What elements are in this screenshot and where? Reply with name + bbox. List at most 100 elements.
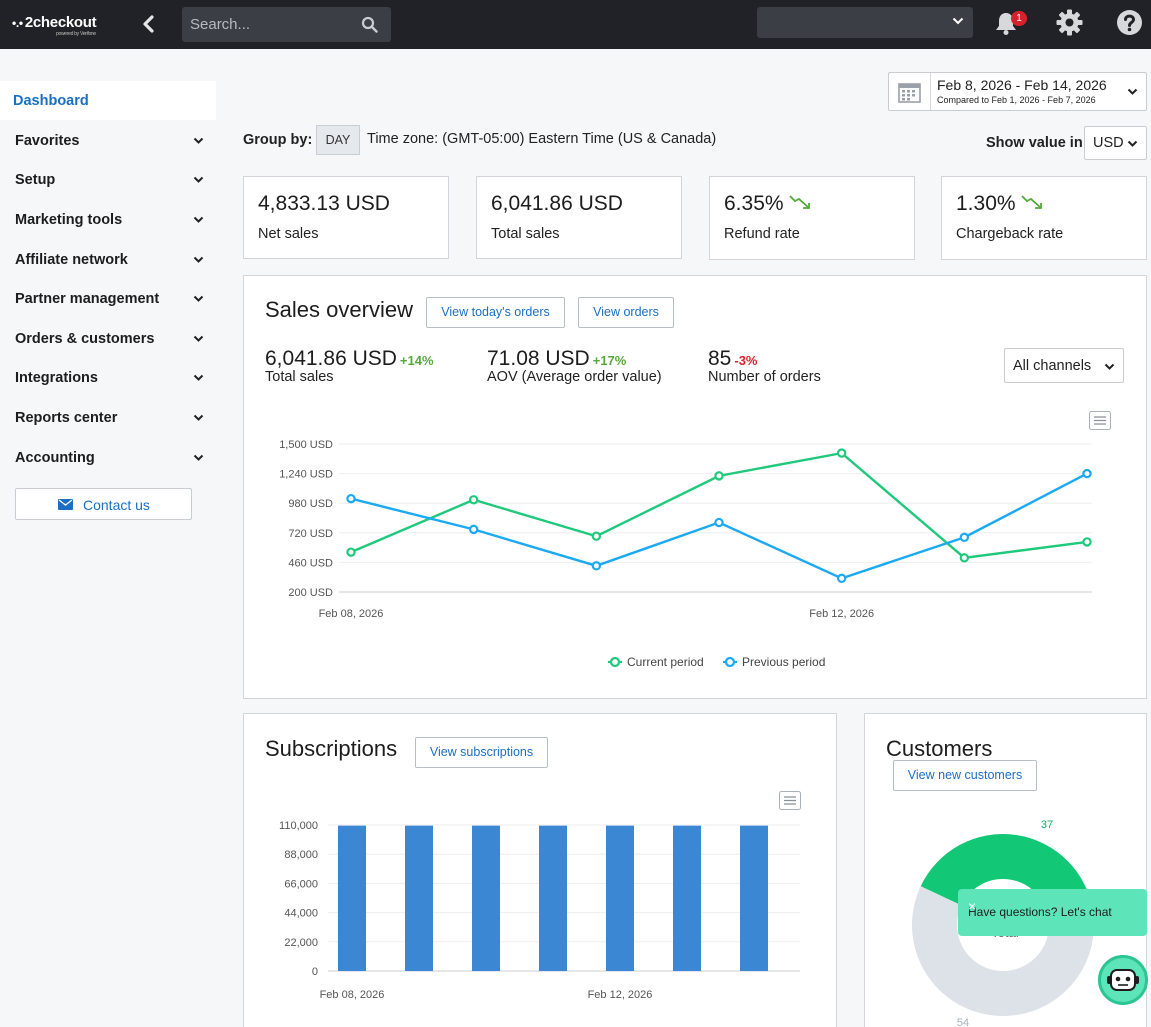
chevron-down-icon: [193, 414, 204, 421]
data-point: [346, 547, 356, 557]
subscriptions-title: Subscriptions: [265, 736, 398, 761]
chat-bot-icon: [1107, 969, 1139, 991]
y-tick-label: 0: [312, 966, 318, 978]
y-tick-label: 200 USD: [288, 587, 333, 599]
x-tick-label: Feb 08, 2026: [320, 989, 385, 1001]
metric-label: Number of orders: [708, 369, 821, 385]
bar: [338, 825, 366, 971]
show-value-label: Show value in:: [986, 135, 1088, 151]
chart-menu-icon[interactable]: [779, 791, 801, 810]
data-point: [714, 517, 724, 528]
chevron-down-icon: [193, 216, 204, 223]
sidebar-item-marketing-tools[interactable]: Marketing tools: [15, 212, 205, 234]
chevron-down-icon: [193, 176, 204, 183]
x-tick-label: Feb 12, 2026: [809, 608, 874, 620]
chevron-down-icon: [193, 374, 204, 381]
sidebar-item-partner-management[interactable]: Partner management: [15, 291, 205, 313]
channels-select[interactable]: All channels: [1004, 348, 1124, 383]
group-by-day-button[interactable]: DAY: [316, 125, 360, 155]
y-tick-label: 22,000: [284, 937, 318, 949]
view-todays-orders-button[interactable]: View today's orders: [426, 297, 565, 328]
close-chat-prompt-icon[interactable]: ×: [968, 898, 977, 914]
calendar-cell: [889, 73, 931, 110]
customers-title: Customers: [886, 736, 993, 761]
chat-prompt-bubble[interactable]: Have questions? Let's chat ×: [958, 889, 1147, 936]
kpi-card-total-sales: 6,041.86 USD Total sales: [476, 176, 682, 259]
y-tick-label: 88,000: [284, 849, 318, 861]
view-subscriptions-button[interactable]: View subscriptions: [415, 737, 548, 768]
y-tick-label: 1,500 USD: [279, 439, 333, 451]
y-tick-label: 1,240 USD: [279, 469, 333, 481]
y-tick-label: 720 USD: [288, 528, 333, 540]
chevron-down-icon: [952, 17, 964, 25]
chat-bot-button[interactable]: [1098, 955, 1148, 1005]
trend-down-icon: [1021, 195, 1042, 209]
sidebar-item-affiliate-network[interactable]: Affiliate network: [15, 252, 205, 274]
metric-total-sales: 6,041.86 USD +14% Total sales: [265, 347, 434, 385]
bar: [606, 825, 634, 971]
chevron-down-icon: [193, 335, 204, 342]
metric-value: 71.08 USD: [487, 347, 590, 370]
contact-us-button[interactable]: Contact us: [15, 488, 192, 520]
search-icon[interactable]: [361, 16, 378, 33]
metric-change: -3%: [734, 353, 758, 368]
view-orders-button[interactable]: View orders: [578, 297, 674, 328]
bar: [673, 825, 701, 971]
sidebar-item-dashboard[interactable]: Dashboard: [0, 81, 216, 120]
legend-marker: [609, 656, 621, 668]
chart-menu-icon[interactable]: [1089, 411, 1111, 430]
sidebar-item-orders-customers[interactable]: Orders & customers: [15, 331, 205, 353]
data-point: [1082, 537, 1092, 547]
search-box: [182, 7, 391, 42]
date-range-picker[interactable]: Feb 8, 2026 - Feb 14, 2026 Compared to F…: [888, 72, 1147, 111]
help-icon[interactable]: [1116, 9, 1143, 36]
search-input[interactable]: [190, 15, 355, 34]
data-point: [714, 471, 724, 481]
sidebar-item-reports-center[interactable]: Reports center: [15, 410, 205, 432]
data-point: [468, 495, 479, 505]
sidebar-item-integrations[interactable]: Integrations: [15, 370, 205, 392]
x-tick-label: Feb 08, 2026: [319, 608, 384, 620]
currency-select[interactable]: USD: [1084, 126, 1147, 160]
account-select[interactable]: [757, 7, 973, 38]
bar: [405, 825, 433, 971]
mail-icon: [58, 499, 73, 510]
data-point: [836, 573, 847, 584]
legend-marker: [724, 656, 736, 668]
y-tick-label: 980 USD: [288, 498, 333, 510]
data-point: [468, 524, 479, 535]
data-point: [591, 531, 602, 541]
y-tick-label: 44,000: [284, 908, 318, 920]
metric-value: 85: [708, 347, 732, 370]
sidebar-item-setup[interactable]: Setup: [15, 172, 205, 194]
data-point: [591, 561, 602, 571]
data-point: [346, 493, 356, 504]
donut-value-label: 37: [1041, 819, 1053, 831]
metric-number-of-orders: 85 -3% Number of orders: [708, 347, 821, 385]
logo[interactable]: •.• 2checkout powered by Verifone: [12, 14, 97, 37]
data-point: [1082, 468, 1092, 479]
sidebar-item-accounting[interactable]: Accounting: [15, 450, 205, 472]
compared-range-text: Compared to Feb 1, 2026 - Feb 7, 2026: [937, 95, 1096, 105]
kpi-label: Chargeback rate: [956, 226, 1064, 242]
chevron-down-icon: [193, 295, 204, 302]
data-point: [959, 553, 970, 563]
view-new-customers-button[interactable]: View new customers: [893, 760, 1037, 791]
notification-count-badge: 1: [1011, 11, 1027, 26]
settings-gear-icon[interactable]: [1056, 9, 1083, 36]
sidebar: Dashboard Favorites Setup Marketing tool…: [0, 49, 216, 1027]
timezone-label: Time zone: (GMT-05:00) Eastern Time (US …: [367, 131, 717, 147]
chevron-down-icon: [1127, 88, 1138, 95]
series-line-current: [350, 451, 1088, 560]
donut-slice-returning: [912, 886, 1094, 1016]
collapse-sidebar-icon[interactable]: [139, 13, 159, 35]
kpi-label: Refund rate: [724, 226, 800, 242]
top-bar: •.•2checkout powered by Verifone 1: [0, 0, 1151, 49]
logo-subtitle: powered by Verifone: [56, 31, 96, 37]
donut-value-label: 54: [957, 1017, 969, 1027]
sidebar-item-favorites[interactable]: Favorites: [15, 133, 205, 155]
metric-aov: 71.08 USD +17% AOV (Average order value): [487, 347, 662, 385]
kpi-value: 4,833.13 USD: [258, 192, 390, 215]
kpi-label: Net sales: [258, 226, 319, 242]
